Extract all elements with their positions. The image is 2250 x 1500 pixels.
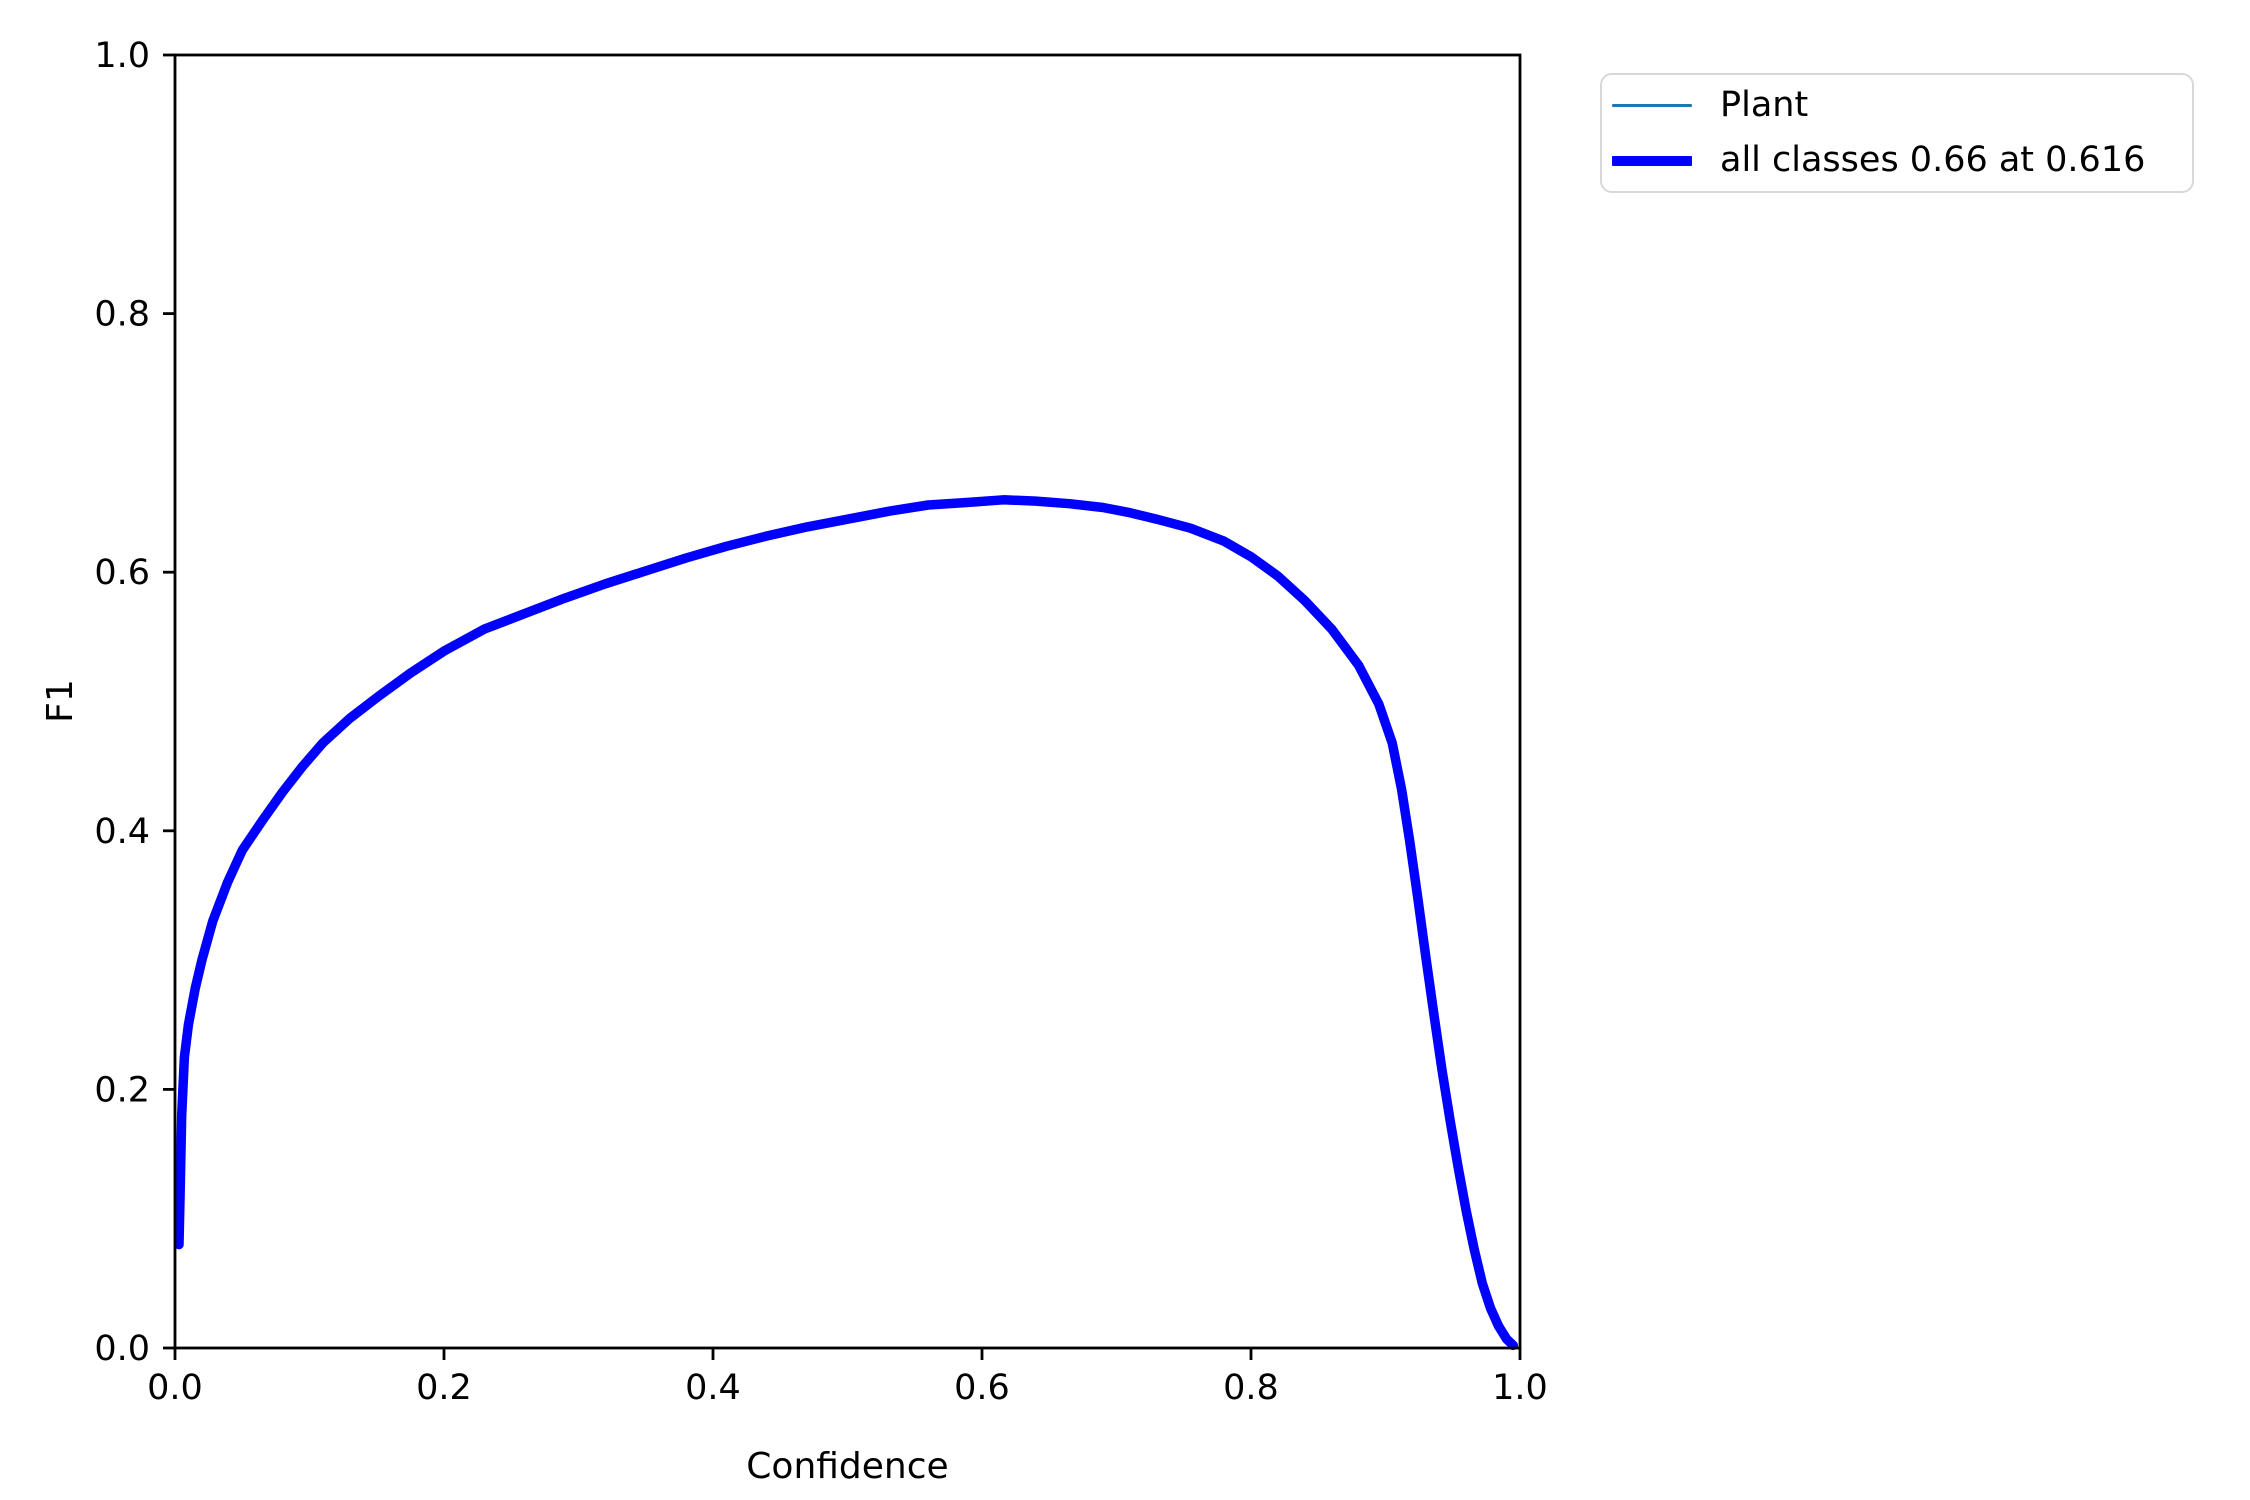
x-tick-label-0.6: 0.6 <box>954 1368 1010 1408</box>
y-tick-label-0.6: 0.6 <box>94 553 150 593</box>
legend-label-all-classes: all classes 0.66 at 0.616 <box>1720 140 2146 180</box>
series-line-plant <box>177 498 1515 1347</box>
legend-line-plant <box>1612 104 1692 107</box>
legend-box: Plant all classes 0.66 at 0.616 <box>1600 73 2194 193</box>
legend-entry-plant: Plant <box>1612 78 2192 133</box>
x-tick-label-1.0: 1.0 <box>1492 1368 1548 1408</box>
x-tick-label-0.4: 0.4 <box>685 1368 741 1408</box>
legend-sample-plant <box>1612 104 1692 107</box>
y-tick-label-1.0: 1.0 <box>94 36 150 76</box>
series-line-all-classes <box>174 495 1519 1351</box>
legend-sample-all-classes <box>1612 155 1692 166</box>
legend-entry-all-classes: all classes 0.66 at 0.616 <box>1612 133 2192 188</box>
plot-area-border <box>173 53 1522 1350</box>
y-tick-label-0.4: 0.4 <box>94 812 150 852</box>
y-tick-label-0.2: 0.2 <box>94 1070 150 1110</box>
chart-series <box>174 495 1519 1351</box>
axes-ticks: 0.0 0.2 0.4 0.6 0.8 1.0 0.0 0.2 0.4 0.6 0.8 1.0 <box>94 36 1548 1408</box>
y-tick-label-0.8: 0.8 <box>94 295 150 335</box>
legend-line-all-classes <box>1612 155 1692 166</box>
x-tick-label-0.8: 0.8 <box>1223 1368 1279 1408</box>
x-axis-label: Confidence <box>746 1446 948 1487</box>
x-tick-label-0.0: 0.0 <box>147 1368 203 1408</box>
y-tick-label-0.0: 0.0 <box>94 1329 150 1369</box>
y-axis-label: F1 <box>40 679 81 723</box>
legend-label-plant: Plant <box>1720 85 1809 125</box>
x-tick-label-0.2: 0.2 <box>416 1368 472 1408</box>
